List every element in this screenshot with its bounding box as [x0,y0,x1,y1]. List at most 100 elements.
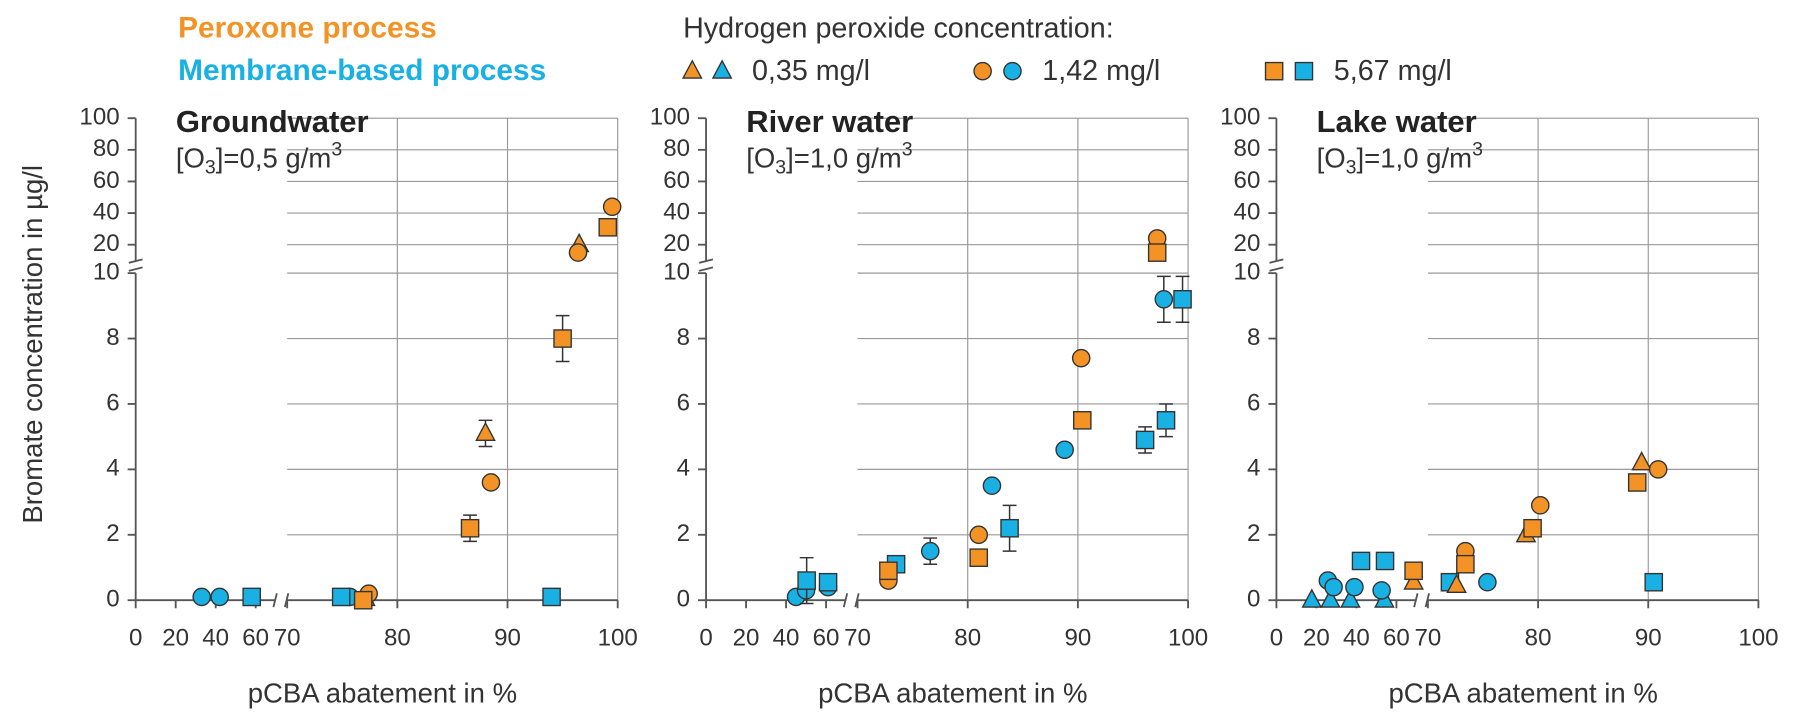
x-tick-label: 60 [242,625,269,652]
subtitle-part: [O [746,143,775,174]
x-tick-label: 90 [494,625,521,652]
marker-circle [1345,577,1364,597]
y-tick-label: 10 [93,258,120,285]
marker-circle [982,476,1002,496]
marker-square [353,590,373,610]
x-tick-label: 40 [773,625,800,652]
marker-circle [969,525,989,545]
y-tick-label: 60 [663,167,690,194]
marker-square [1264,61,1284,81]
y-tick-label: 80 [1234,135,1261,162]
panel-title: Lake water [1317,104,1477,139]
marker-circle [1003,61,1022,81]
x-tick-label: 90 [1064,625,1091,652]
y-tick-label: 100 [79,104,119,131]
x-tick-label: 40 [202,625,229,652]
marker-square [1135,430,1155,450]
marker-triangle [1301,588,1323,608]
y-tick-label: 20 [93,230,120,257]
subtitle-part: [O [1317,143,1346,174]
marker-circle [1648,460,1668,479]
x-tick-label: 0 [699,625,712,652]
axis-break [1413,593,1430,608]
axis-break [842,593,860,608]
x-tick-label: 100 [1738,625,1778,652]
marker-circle [1372,581,1391,600]
marker-square [879,561,898,581]
marker-triangle [1320,588,1341,608]
subtitle-part: 3 [1472,138,1483,160]
legend-label: 0,35 mg/l [752,55,870,87]
y-tick-label: 100 [1220,104,1260,131]
marker-square [1156,411,1176,430]
axis-break [698,258,714,272]
y-tick-label: 40 [93,198,120,225]
marker-circle [920,541,940,561]
marker-square [598,218,618,237]
marker-square [1627,473,1647,492]
subtitle-part: 3 [1346,157,1357,179]
legend-label: 5,67 mg/l [1334,55,1452,87]
marker-circle [1071,348,1091,368]
y-tick-label: 10 [663,258,690,285]
marker-circle [1478,572,1497,592]
y-tick-label: 100 [650,104,690,131]
marker-circle [602,197,622,217]
marker-square [1404,561,1423,581]
panel-title: Groundwater [176,104,369,139]
y-tick-label: 8 [1247,324,1260,351]
subtitle-part: 3 [902,138,913,160]
axis-break [272,593,290,608]
marker-square [797,571,816,590]
marker-square [969,548,989,567]
x-tick-label: 70 [1415,625,1442,652]
y-tick-label: 2 [106,520,119,547]
marker-square [331,587,351,607]
x-tick-label: 0 [1270,625,1283,652]
x-tick-label: 60 [1383,625,1410,652]
legend-label: 1,42 mg/l [1042,55,1160,87]
y-tick-label: 2 [1247,520,1260,547]
x-axis-label: pCBA abatement in % [1388,678,1657,709]
x-axis-label: pCBA abatement in % [818,678,1087,709]
y-tick-label: 60 [93,167,120,194]
y-tick-label: 80 [663,135,690,162]
marker-circle [1154,290,1174,309]
y-tick-label: 6 [106,389,119,416]
y-tick-label: 8 [677,324,690,351]
x-tick-label: 60 [813,625,840,652]
y-tick-label: 8 [106,324,119,351]
y-tick-label: 2 [677,520,690,547]
marker-square [242,587,261,607]
y-axis-label: Bromate concentration in µg/l [17,165,48,524]
marker-square [1000,518,1019,538]
subtitle-part: 3 [775,157,786,179]
subtitle-part: ]=1,0 g/m [1357,143,1473,174]
marker-circle [481,473,501,492]
y-tick-label: 0 [1247,586,1260,613]
subtitle-part: 3 [331,138,342,160]
y-tick-label: 0 [677,586,690,613]
x-tick-label: 20 [162,625,189,652]
marker-circle [210,587,229,607]
x-tick-label: 90 [1635,625,1662,652]
legend-title: Hydrogen peroxide concentration: [683,12,1114,44]
marker-square [542,587,561,607]
marker-square [1173,290,1192,309]
marker-square [818,572,838,592]
y-tick-label: 60 [1234,167,1261,194]
subtitle-part: 3 [205,157,216,179]
marker-circle [1055,440,1074,460]
marker-square [1147,243,1167,262]
x-tick-label: 70 [844,625,871,652]
marker-triangle [1446,573,1467,594]
marker-circle [192,587,211,607]
marker-triangle [711,59,733,79]
marker-square [553,329,572,348]
marker-square [1351,551,1371,571]
axis-break [1269,258,1284,272]
marker-square [1072,411,1092,430]
x-tick-label: 40 [1343,625,1370,652]
y-tick-label: 6 [677,389,690,416]
marker-square [1375,551,1395,571]
